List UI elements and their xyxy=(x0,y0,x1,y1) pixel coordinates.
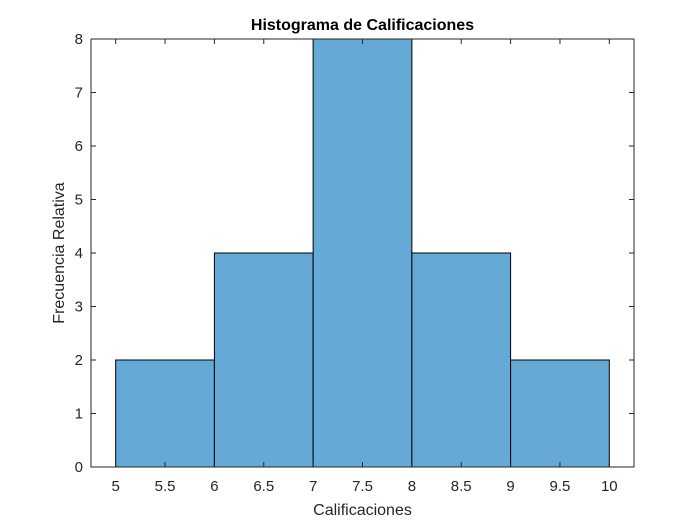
histogram-bar xyxy=(411,252,512,468)
histogram-bar xyxy=(213,252,314,468)
y-tick-label: 0 xyxy=(75,459,83,476)
x-tick-label: 8.5 xyxy=(451,478,472,495)
y-tick-label: 7 xyxy=(75,85,83,102)
ticks-group: 5 5.5 6 6.5 7 7.5 8 8.5 9 9.5 10 0 1 2 3 4 5 6 7 8 xyxy=(75,31,634,495)
y-tick-label: 8 xyxy=(75,31,83,48)
x-tick-label: 5 xyxy=(112,478,120,495)
x-tick-label: 6.5 xyxy=(253,478,274,495)
x-tick-label: 9.5 xyxy=(550,478,571,495)
bars-group xyxy=(115,38,610,468)
x-tick-label: 6 xyxy=(210,478,218,495)
x-tick-label: 7 xyxy=(309,478,317,495)
chart-title: Histograma de Calificaciones xyxy=(251,17,474,34)
y-axis-label: Frecuencia Relativa xyxy=(51,182,68,324)
y-tick-label: 5 xyxy=(75,192,83,209)
y-tick-label: 4 xyxy=(75,245,83,262)
histogram-bar xyxy=(312,38,413,468)
histogram-bar xyxy=(115,359,215,468)
x-axis-label: Calificaciones xyxy=(313,502,412,519)
x-tick-label: 10 xyxy=(601,478,618,495)
x-tick-label: 9 xyxy=(506,478,514,495)
x-tick-label: 5.5 xyxy=(155,478,176,495)
y-tick-label: 1 xyxy=(75,406,83,423)
y-tick-label: 2 xyxy=(75,352,83,369)
x-tick-label: 8 xyxy=(408,478,416,495)
y-tick-label: 6 xyxy=(75,138,83,155)
histogram-bar xyxy=(510,359,610,468)
y-tick-label: 3 xyxy=(75,299,83,316)
x-tick-label: 7.5 xyxy=(352,478,373,495)
